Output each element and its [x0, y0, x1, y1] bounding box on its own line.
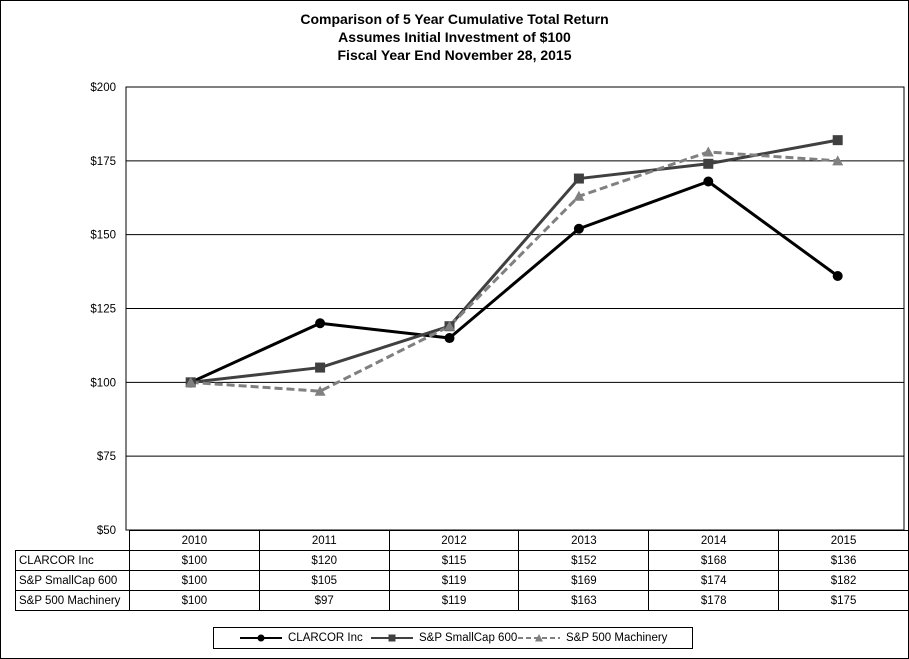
- table-cell: $168: [648, 550, 780, 571]
- table-cell: $97: [258, 590, 390, 611]
- table-cell: $169: [518, 570, 650, 591]
- table-cell: $175: [778, 590, 909, 611]
- y-tick-label: $150: [90, 230, 116, 242]
- legend-label: CLARCOR Inc: [288, 632, 363, 644]
- data-point-triangle: [314, 385, 326, 396]
- table-cell: $105: [258, 570, 390, 591]
- data-point-circle: [444, 333, 455, 344]
- data-table: 2010 2011 2012 2013 2014 2015 CLARCOR In…: [15, 530, 909, 611]
- data-point-triangle: [573, 190, 585, 201]
- series-lines: [185, 135, 844, 396]
- chart-title-line-3: Fiscal Year End November 28, 2015: [337, 47, 572, 63]
- table-cell: $119: [388, 590, 520, 611]
- table-row-smallcap: S&P SmallCap 600 $100 $105 $119 $169 $17…: [15, 570, 909, 591]
- chart-title-line-2: Assumes Initial Investment of $100: [338, 29, 571, 45]
- table-row-label: S&P SmallCap 600: [15, 570, 130, 591]
- table-row-machinery: S&P 500 Machinery $100 $97 $119 $163 $17…: [15, 590, 909, 611]
- table-cell: $136: [778, 550, 909, 571]
- chart-title-line-1: Comparison of 5 Year Cumulative Total Re…: [300, 11, 609, 27]
- data-point-triangle: [832, 155, 844, 166]
- y-tick-label: $100: [90, 377, 116, 389]
- table-cell: $152: [518, 550, 650, 571]
- data-point-circle: [573, 223, 584, 234]
- data-point-triangle: [702, 146, 714, 157]
- data-point-triangle: [444, 320, 455, 331]
- y-axis-tick-labels: $200$175$150$125$100$75$50: [90, 82, 116, 537]
- legend-label: S&P 500 Machinery: [566, 632, 668, 644]
- series-line-1: [190, 138, 838, 384]
- data-table-corner: [15, 530, 130, 551]
- table-header-year: 2010: [128, 530, 260, 551]
- data-point-square: [832, 135, 843, 146]
- table-row-label: S&P 500 Machinery: [15, 590, 130, 611]
- table-cell: $119: [388, 570, 520, 591]
- table-header-year: 2011: [258, 530, 390, 551]
- table-cell: $120: [258, 550, 390, 571]
- gridlines: [126, 86, 904, 531]
- chart-title: Comparison of 5 Year Cumulative Total Re…: [0, 10, 909, 64]
- table-cell: $100: [128, 590, 260, 611]
- table-cell: $115: [388, 550, 520, 571]
- series-line-0: [190, 180, 839, 384]
- data-table-header-row: 2010 2011 2012 2013 2014 2015: [15, 530, 909, 551]
- table-cell: $182: [778, 570, 909, 591]
- data-point-circle: [832, 271, 843, 282]
- table-row-clarcor: CLARCOR Inc $100 $120 $115 $152 $168 $13…: [15, 550, 909, 571]
- data-point-square: [315, 362, 326, 373]
- data-point-square: [703, 158, 714, 169]
- table-cell: $163: [518, 590, 650, 611]
- table-header-year: 2012: [388, 530, 520, 551]
- legend-swatch-triangle-icon: [518, 634, 560, 642]
- data-point-circle: [315, 318, 326, 329]
- legend-swatch-circle-icon: [240, 634, 282, 642]
- table-row-label: CLARCOR Inc: [15, 550, 130, 571]
- table-cell: $178: [648, 590, 780, 611]
- y-tick-label: $125: [90, 304, 116, 316]
- legend-swatch-square-icon: [371, 634, 413, 642]
- y-tick-label: $200: [90, 82, 116, 94]
- table-header-year: 2014: [648, 530, 780, 551]
- legend: CLARCOR Inc S&P SmallCap 600 S&P 500 Mac…: [213, 627, 693, 649]
- table-cell: $100: [128, 550, 260, 571]
- table-header-year: 2015: [778, 530, 909, 551]
- data-point-circle: [703, 176, 714, 187]
- data-point-square: [573, 173, 584, 184]
- y-tick-label: $75: [97, 451, 116, 463]
- series-line-2: [190, 150, 838, 393]
- y-tick-label: $175: [90, 156, 116, 168]
- data-point-triangle: [185, 376, 197, 387]
- table-header-year: 2013: [518, 530, 650, 551]
- table-cell: $100: [128, 570, 260, 591]
- table-cell: $174: [648, 570, 780, 591]
- legend-label: S&P SmallCap 600: [419, 632, 518, 644]
